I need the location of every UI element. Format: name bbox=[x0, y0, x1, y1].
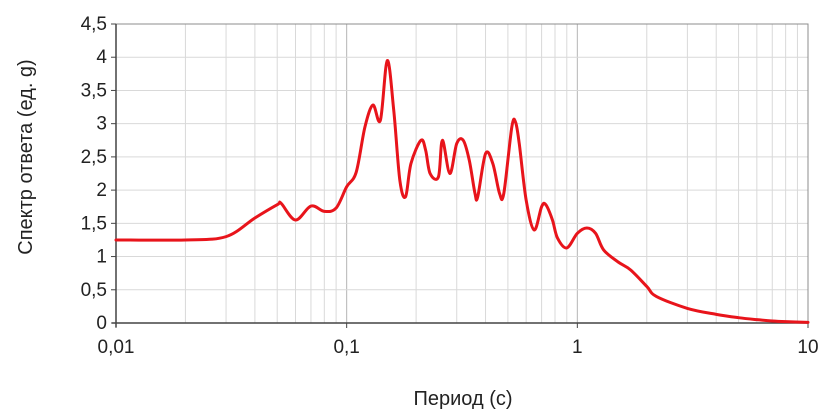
label-layer: 0 0,5 1 1,5 2 2,5 3 3,5 4 4,5 0,01 0,1 1 10 bbox=[81, 14, 819, 358]
y-tick-label: 0,5 bbox=[81, 280, 107, 301]
x-tick-label: 0,01 bbox=[98, 337, 135, 358]
y-tick-label: 1,5 bbox=[81, 213, 107, 234]
y-tick-label: 4,5 bbox=[81, 14, 107, 35]
y-tick-label: 3 bbox=[96, 114, 107, 135]
y-axis-title: Спектр ответа (ед. g) bbox=[15, 59, 37, 254]
x-tick-label: 1 bbox=[572, 337, 583, 358]
y-tick-label: 1 bbox=[96, 247, 107, 268]
axis-layer bbox=[111, 23, 809, 328]
y-tick-label: 0 bbox=[96, 313, 107, 334]
x-tick-label: 10 bbox=[797, 337, 818, 358]
x-axis-title: Период (с) bbox=[413, 388, 512, 410]
spectrum-series-line bbox=[114, 59, 810, 324]
y-tick-label: 2 bbox=[96, 180, 107, 201]
series-layer bbox=[114, 59, 810, 324]
y-tick-label: 3,5 bbox=[81, 80, 107, 101]
y-tick-label: 4 bbox=[96, 47, 107, 68]
x-tick-label: 0,1 bbox=[333, 337, 359, 358]
y-tick-label: 2,5 bbox=[81, 147, 107, 168]
